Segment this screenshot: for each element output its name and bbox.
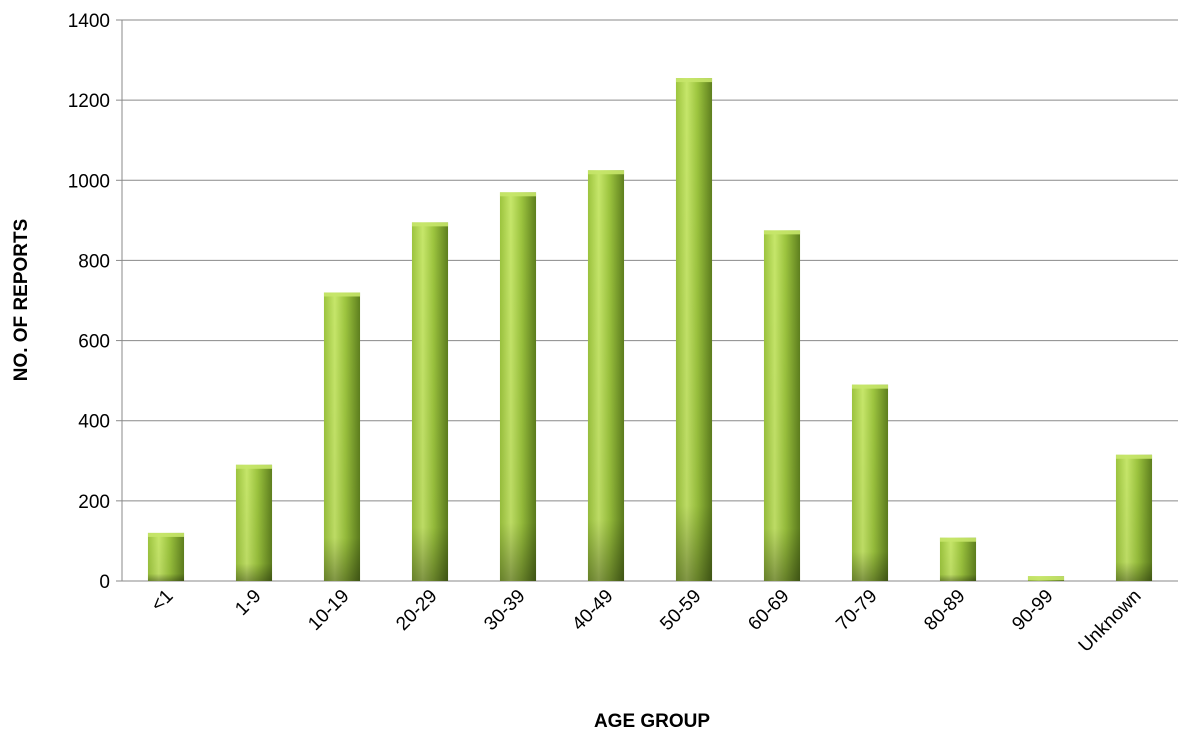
x-tick-label: 50-59 [656,586,705,635]
bar-cap [587,170,625,175]
bar-shade [1115,454,1153,581]
y-tick-label: 1400 [68,11,110,32]
x-tick-label: 40-49 [568,586,617,635]
bar-8 [851,384,889,581]
bar-shade [235,464,273,581]
bar-cap [763,230,801,235]
bar-cap [235,464,273,469]
x-tick-labels: <1 1-9 10-19 20-29 30-39 40-49 50-59 60-69 70-79… [147,586,1145,657]
y-axis-title: NO. OF REPORTS [11,219,32,382]
bars [147,78,1153,582]
bar-11 [1115,454,1153,581]
bar-cap [323,292,361,297]
bar-shade [939,537,977,581]
y-tick-label: 1200 [68,91,110,112]
x-tick-label: 60-69 [744,586,793,635]
bar-3 [411,222,449,581]
y-tick-label: 600 [78,332,110,353]
x-tick-label: Unknown [1075,586,1146,657]
bar-shade [587,170,625,581]
bar-cap [411,222,449,227]
x-tick-label: 80-89 [920,586,969,635]
y-tick-label: 400 [78,412,110,433]
x-tick-label: 10-19 [304,586,353,635]
bar-shade [675,78,713,581]
bar-0 [147,532,185,581]
y-tick-labels: 0 200 400 600 800 1000 1200 1400 [68,11,110,593]
bar-4 [499,192,537,582]
bar-cap [851,384,889,389]
bar-shade [411,222,449,581]
bar-cap [147,532,185,537]
bar-shade [323,292,361,581]
bar-1 [235,464,273,581]
bar-2 [323,292,361,581]
axes [116,19,1178,582]
y-tick-label: 0 [99,572,110,593]
y-tick-label: 1000 [68,171,110,192]
x-axis-title: AGE GROUP [594,711,710,732]
bar-5 [587,170,625,581]
bar-cap [1115,454,1153,459]
x-tick-label: 70-79 [832,586,881,635]
bar-shade [763,230,801,581]
bar-7 [763,230,801,581]
y-tick-label: 800 [78,251,110,272]
y-tick-label: 200 [78,492,110,513]
bar-10 [1027,576,1065,581]
bar-9 [939,537,977,581]
bar-cap [1027,576,1065,581]
gridlines [122,19,1178,502]
x-tick-label: 20-29 [392,586,441,635]
bar-cap [939,537,977,542]
bar-shade [851,384,889,581]
x-tick-label: 30-39 [480,586,529,635]
bar-6 [675,78,713,581]
bar-cap [499,192,537,197]
x-tick-label: <1 [147,586,177,616]
x-tick-label: 90-99 [1008,586,1057,635]
bar-shade [147,532,185,581]
x-tick-label: 1-9 [231,586,265,620]
bar-shade [499,192,537,582]
bar-cap [675,78,713,83]
